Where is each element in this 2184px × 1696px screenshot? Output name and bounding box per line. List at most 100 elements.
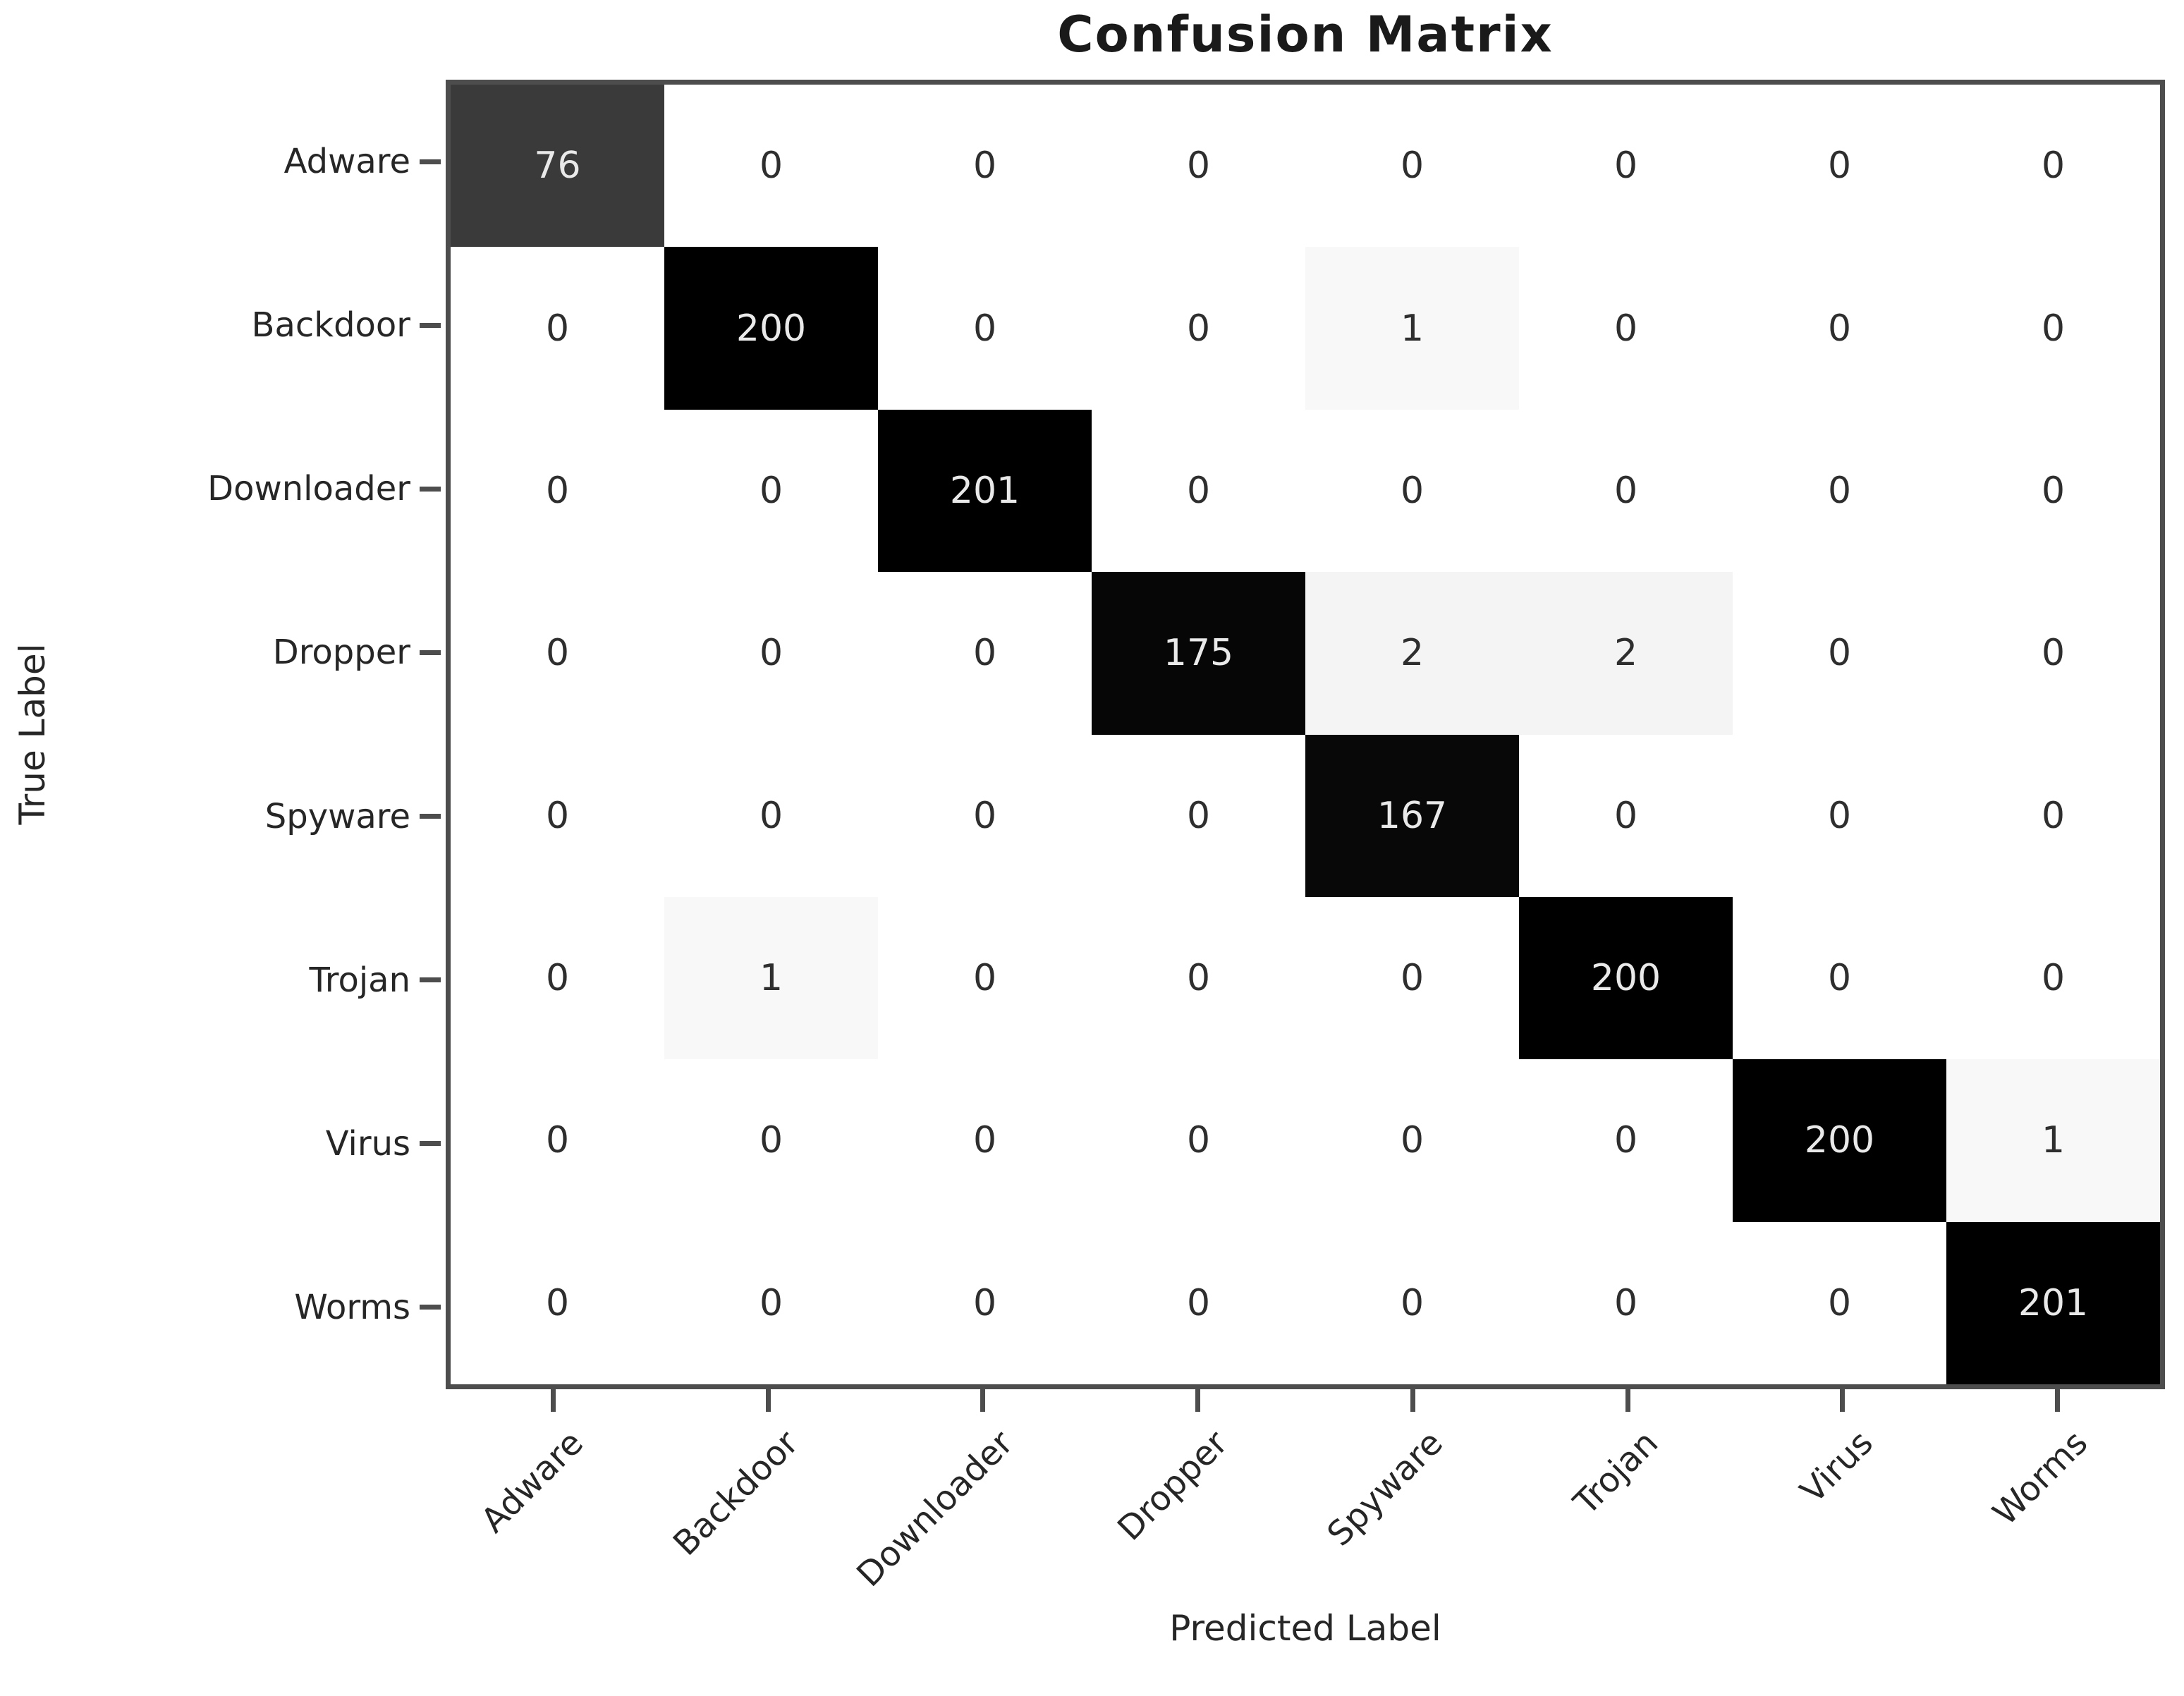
matrix-cell-Downloader-Spyware: 0: [1305, 409, 1519, 573]
matrix-cell-Spyware-Dropper: 0: [1092, 734, 1305, 897]
matrix-cell-Spyware-Worms: 0: [1946, 734, 2160, 897]
matrix-cell-Virus-Backdoor: 0: [664, 1059, 878, 1222]
y-tick-label-Dropper: Dropper: [272, 633, 410, 673]
y-axis-title: True Label: [12, 643, 53, 825]
matrix-cell-Worms-Worms: 201: [1946, 1221, 2160, 1384]
matrix-cell-Worms-Adware: 0: [451, 1221, 664, 1384]
x-tick-label-Dropper: Dropper: [1110, 1423, 1236, 1549]
matrix-cell-Adware-Trojan: 0: [1519, 85, 1733, 248]
x-tick-label-Downloader: Downloader: [849, 1423, 1021, 1595]
y-tick-label-Downloader: Downloader: [207, 469, 410, 509]
y-tick-Backdoor: [420, 322, 441, 328]
matrix-cell-Adware-Downloader: 0: [878, 85, 1092, 248]
matrix-cell-Adware-Adware: 76: [451, 85, 664, 248]
matrix-cell-Backdoor-Backdoor: 200: [664, 247, 878, 410]
matrix-cell-Dropper-Downloader: 0: [878, 572, 1092, 735]
matrix-cell-Worms-Dropper: 0: [1092, 1221, 1305, 1384]
matrix-cell-Virus-Downloader: 0: [878, 1059, 1092, 1222]
x-tick-label-Adware: Adware: [473, 1423, 591, 1541]
x-tick-Downloader: [980, 1389, 986, 1412]
matrix-cell-Backdoor-Virus: 0: [1733, 247, 1946, 410]
matrix-cell-Spyware-Downloader: 0: [878, 734, 1092, 897]
matrix-cell-Trojan-Adware: 0: [451, 896, 664, 1060]
x-tick-Spyware: [1410, 1389, 1415, 1412]
matrix-cell-Virus-Trojan: 0: [1519, 1059, 1733, 1222]
matrix-cell-Spyware-Backdoor: 0: [664, 734, 878, 897]
plot-area: 76 0 0 0 0 0 0 0 0 200 0 0 1 0 0 0 0 0 201 0 0 0 0 0 0 0 0 175 2 2 0 0 0…: [446, 80, 2165, 1389]
matrix-cell-Adware-Spyware: 0: [1305, 85, 1519, 248]
matrix-cell-Adware-Backdoor: 0: [664, 85, 878, 248]
matrix-cell-Downloader-Virus: 0: [1733, 409, 1946, 573]
x-tick-Trojan: [1625, 1389, 1630, 1412]
matrix-cell-Adware-Worms: 0: [1946, 85, 2160, 248]
matrix-cell-Trojan-Spyware: 0: [1305, 896, 1519, 1060]
matrix-cell-Backdoor-Trojan: 0: [1519, 247, 1733, 410]
y-tick-label-Worms: Worms: [294, 1287, 410, 1327]
matrix-cell-Dropper-Backdoor: 0: [664, 572, 878, 735]
matrix-cell-Virus-Virus: 200: [1733, 1059, 1946, 1222]
matrix-cell-Trojan-Virus: 0: [1733, 896, 1946, 1060]
matrix-cell-Virus-Dropper: 0: [1092, 1059, 1305, 1222]
matrix-cell-Backdoor-Spyware: 1: [1305, 247, 1519, 410]
matrix-cell-Downloader-Backdoor: 0: [664, 409, 878, 573]
matrix-cell-Spyware-Spyware: 167: [1305, 734, 1519, 897]
x-tick-Backdoor: [765, 1389, 771, 1412]
matrix-cell-Worms-Downloader: 0: [878, 1221, 1092, 1384]
y-tick-Adware: [420, 159, 441, 164]
y-tick-Downloader: [420, 486, 441, 492]
matrix-cell-Dropper-Virus: 0: [1733, 572, 1946, 735]
matrix-cell-Downloader-Downloader: 201: [878, 409, 1092, 573]
y-tick-label-Adware: Adware: [283, 142, 410, 182]
y-tick-label-Spyware: Spyware: [264, 796, 410, 836]
matrix-cell-Virus-Spyware: 0: [1305, 1059, 1519, 1222]
matrix-cell-Trojan-Downloader: 0: [878, 896, 1092, 1060]
y-tick-Trojan: [420, 977, 441, 983]
matrix-cell-Dropper-Worms: 0: [1946, 572, 2160, 735]
x-tick-label-Spyware: Spyware: [1319, 1423, 1451, 1554]
y-tick-Worms: [420, 1305, 441, 1310]
matrix-cell-Downloader-Dropper: 0: [1092, 409, 1305, 573]
matrix-cell-Trojan-Trojan: 200: [1519, 896, 1733, 1060]
x-tick-Adware: [550, 1389, 556, 1412]
matrix-cell-Worms-Virus: 0: [1733, 1221, 1946, 1384]
matrix-cell-Worms-Trojan: 0: [1519, 1221, 1733, 1384]
y-tick-Spyware: [420, 814, 441, 819]
matrix-cell-Downloader-Worms: 0: [1946, 409, 2160, 573]
x-tick-Dropper: [1195, 1389, 1201, 1412]
matrix-cell-Worms-Spyware: 0: [1305, 1221, 1519, 1384]
matrix-cell-Trojan-Backdoor: 1: [664, 896, 878, 1060]
matrix-cell-Worms-Backdoor: 0: [664, 1221, 878, 1384]
y-tick-Dropper: [420, 649, 441, 655]
x-tick-label-Backdoor: Backdoor: [665, 1423, 806, 1564]
heatmap-grid: 76 0 0 0 0 0 0 0 0 200 0 0 1 0 0 0 0 0 201 0 0 0 0 0 0 0 0 175 2 2 0 0 0…: [451, 85, 2160, 1384]
matrix-cell-Spyware-Trojan: 0: [1519, 734, 1733, 897]
matrix-cell-Spyware-Virus: 0: [1733, 734, 1946, 897]
matrix-cell-Backdoor-Downloader: 0: [878, 247, 1092, 410]
y-tick-label-Virus: Virus: [325, 1123, 410, 1164]
x-tick-Virus: [1840, 1389, 1846, 1412]
x-axis-title: Predicted Label: [1169, 1608, 1441, 1649]
matrix-cell-Dropper-Dropper: 175: [1092, 572, 1305, 735]
matrix-cell-Trojan-Dropper: 0: [1092, 896, 1305, 1060]
matrix-cell-Trojan-Worms: 0: [1946, 896, 2160, 1060]
matrix-cell-Spyware-Adware: 0: [451, 734, 664, 897]
matrix-cell-Virus-Worms: 1: [1946, 1059, 2160, 1222]
matrix-cell-Downloader-Adware: 0: [451, 409, 664, 573]
matrix-cell-Backdoor-Adware: 0: [451, 247, 664, 410]
x-tick-Worms: [2055, 1389, 2061, 1412]
matrix-cell-Virus-Adware: 0: [451, 1059, 664, 1222]
matrix-cell-Backdoor-Worms: 0: [1946, 247, 2160, 410]
x-tick-label-Trojan: Trojan: [1566, 1423, 1666, 1523]
matrix-cell-Dropper-Adware: 0: [451, 572, 664, 735]
matrix-cell-Dropper-Spyware: 2: [1305, 572, 1519, 735]
y-tick-Virus: [420, 1141, 441, 1147]
chart-title: Confusion Matrix: [1057, 6, 1554, 63]
y-tick-label-Backdoor: Backdoor: [251, 305, 410, 346]
matrix-cell-Downloader-Trojan: 0: [1519, 409, 1733, 573]
y-tick-label-Trojan: Trojan: [309, 960, 410, 1000]
x-tick-label-Virus: Virus: [1792, 1423, 1881, 1511]
matrix-cell-Backdoor-Dropper: 0: [1092, 247, 1305, 410]
matrix-cell-Adware-Virus: 0: [1733, 85, 1946, 248]
x-tick-label-Worms: Worms: [1985, 1423, 2096, 1534]
